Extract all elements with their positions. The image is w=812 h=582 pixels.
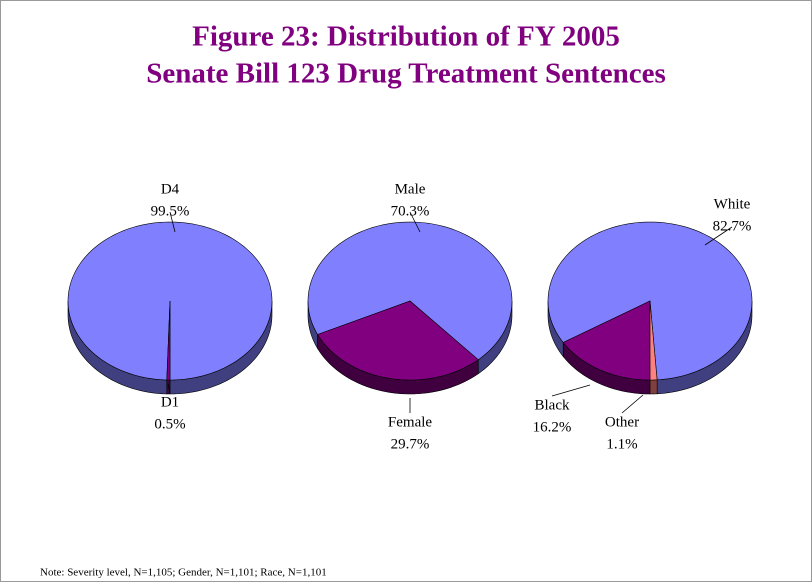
leader-line <box>551 384 591 397</box>
slice-label: D4 <box>161 181 180 197</box>
slice-label: Male <box>395 181 426 197</box>
note: Note: Severity level, N=1,105; Gender, N… <box>40 567 327 579</box>
leader-line <box>169 211 176 233</box>
slice-value-label: 0.5% <box>154 416 185 432</box>
leader-line <box>167 383 171 394</box>
chart-title: Senate Bill 123 Drug Treatment Sentences <box>146 58 666 90</box>
slice-value-label: 70.3% <box>391 203 430 219</box>
slice-value-label: 29.7% <box>391 436 430 452</box>
pie-slice <box>307 221 513 361</box>
slice-value-label: 82.7% <box>713 218 752 234</box>
slice-value-label: 99.5% <box>151 203 190 219</box>
pie-slice <box>166 300 171 381</box>
leader-line <box>621 394 644 414</box>
slice-label: Female <box>388 414 432 430</box>
pie-side <box>649 379 658 395</box>
leader-line <box>704 226 733 246</box>
pie-slice <box>562 300 651 381</box>
slice-value-label: 16.2% <box>533 419 572 435</box>
slice-value-label: 1.1% <box>606 436 637 452</box>
slice-label: D1 <box>161 394 179 410</box>
pie-slice <box>649 300 658 381</box>
leader-line <box>409 211 421 233</box>
slice-label: Other <box>605 414 639 430</box>
chart-title: Figure 23: Distribution of FY 2005 <box>192 21 620 53</box>
pie-slice <box>317 300 479 381</box>
slice-label: White <box>714 196 751 212</box>
slice-label: Black <box>535 397 570 413</box>
